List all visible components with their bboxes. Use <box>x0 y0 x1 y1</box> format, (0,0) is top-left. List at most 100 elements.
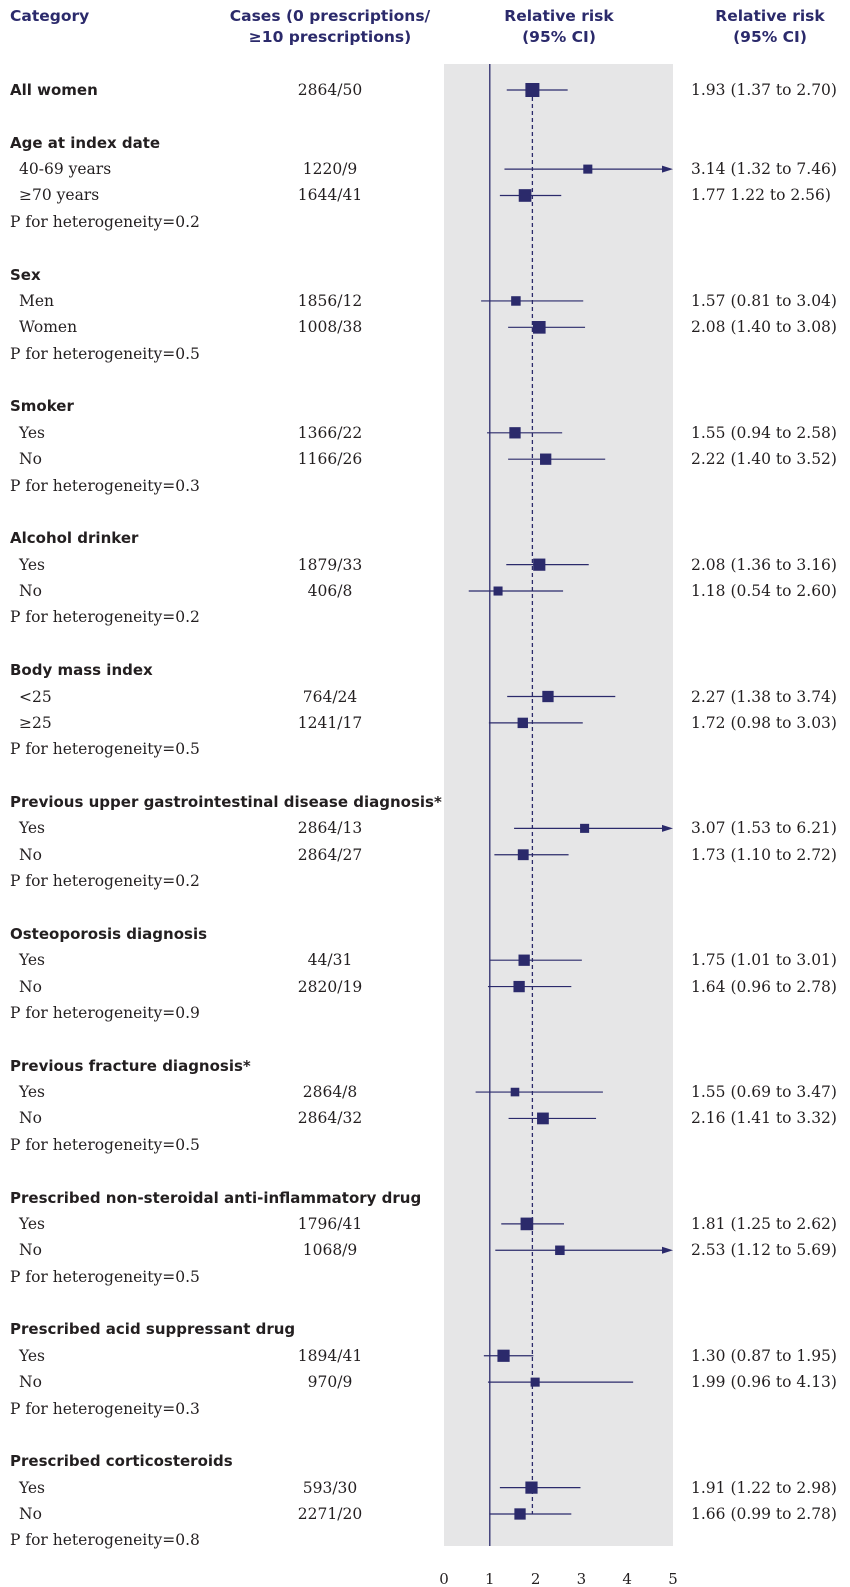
subgroup-label: ≥25 <box>19 713 52 732</box>
category-label: Sex <box>10 265 41 284</box>
heterogeneity-label: P for heterogeneity=0.5 <box>10 740 200 759</box>
heterogeneity-label: P for heterogeneity=0.2 <box>10 872 200 891</box>
point-estimate-marker <box>509 427 521 439</box>
subgroup-label: Yes <box>19 819 46 838</box>
relative-risk-ci-text: 1.18 (0.54 to 2.60) <box>691 582 837 601</box>
point-estimate-marker <box>580 823 590 833</box>
cases-value: 970/9 <box>307 1373 353 1392</box>
relative-risk-ci-text: 2.08 (1.40 to 3.08) <box>691 318 837 337</box>
category-label: Previous upper gastrointestinal disease … <box>10 792 442 811</box>
heterogeneity-label: P for heterogeneity=0.9 <box>10 1003 200 1022</box>
point-estimate-marker <box>518 189 532 202</box>
category-label: All women <box>10 81 98 99</box>
subgroup-label: Women <box>19 318 78 337</box>
relative-risk-ci-text: 1.55 (0.94 to 2.58) <box>691 423 837 442</box>
cases-value: 593/30 <box>302 1478 358 1497</box>
cases-value: 2864/8 <box>302 1083 358 1102</box>
header-ci-line1: Relative risk <box>715 7 825 25</box>
heterogeneity-label: P for heterogeneity=0.2 <box>10 608 200 627</box>
header-relative-risk: Relative risk (95% CI) <box>484 6 634 48</box>
relative-risk-ci-text: 2.22 (1.40 to 3.52) <box>691 450 837 469</box>
subgroup-label: No <box>19 1241 42 1260</box>
heterogeneity-label: P for heterogeneity=0.2 <box>10 212 200 231</box>
header-rr-line1: Relative risk <box>504 7 614 25</box>
cases-value: 1220/9 <box>302 160 358 179</box>
header-category: Category <box>10 6 89 27</box>
category-label: Smoker <box>10 397 74 416</box>
subgroup-label: <25 <box>19 687 52 706</box>
cases-value: 1856/12 <box>297 291 363 310</box>
ci-arrow <box>662 1246 673 1254</box>
relative-risk-ci-text: 2.08 (1.36 to 3.16) <box>691 555 837 574</box>
category-label: Prescribed acid suppressant drug <box>10 1320 296 1339</box>
relative-risk-ci-text: 1.93 (1.37 to 2.70) <box>691 81 837 99</box>
x-tick-label: 5 <box>668 1570 678 1587</box>
subgroup-label: No <box>19 582 42 601</box>
cases-value: 2271/20 <box>297 1504 363 1523</box>
heterogeneity-label: P for heterogeneity=0.5 <box>10 344 200 363</box>
heterogeneity-label: P for heterogeneity=0.3 <box>10 476 200 495</box>
heterogeneity-label: P for heterogeneity=0.5 <box>10 1267 200 1286</box>
subgroup-label: Yes <box>19 423 46 442</box>
point-estimate-marker <box>525 83 540 97</box>
relative-risk-ci-text: 1.91 (1.22 to 2.98) <box>691 1478 837 1497</box>
relative-risk-ci-text: 1.57 (0.81 to 3.04) <box>691 291 837 310</box>
header-ci: Relative risk (95% CI) <box>695 6 845 48</box>
header-cases-line2: ≥10 prescriptions) <box>248 28 412 46</box>
x-tick-label: 4 <box>622 1570 632 1587</box>
relative-risk-ci-text: 1.99 (0.96 to 4.13) <box>691 1373 837 1392</box>
point-estimate-marker <box>514 1508 526 1520</box>
category-label: Prescribed non-steroidal anti-inflammato… <box>10 1188 422 1207</box>
relative-risk-ci-text: 2.27 (1.38 to 3.74) <box>691 687 837 706</box>
category-label: Osteoporosis diagnosis <box>10 924 208 943</box>
relative-risk-ci-text: 1.75 (1.01 to 3.01) <box>691 951 837 970</box>
cases-value: 1879/33 <box>297 555 363 574</box>
cases-value: 1366/22 <box>297 423 363 442</box>
subgroup-label: No <box>19 450 42 469</box>
point-estimate-marker <box>513 980 525 993</box>
point-estimate-marker <box>530 1377 540 1387</box>
cases-value: 2864/13 <box>297 819 363 838</box>
cases-value: 44/31 <box>307 951 353 970</box>
header-category-text: Category <box>10 7 90 25</box>
cases-value: 1796/41 <box>297 1214 363 1233</box>
cases-value: 764/24 <box>302 687 358 706</box>
x-tick-label: 0 <box>439 1570 449 1587</box>
relative-risk-ci-text: 1.55 (0.69 to 3.47) <box>691 1083 837 1102</box>
relative-risk-ci-text: 1.30 (0.87 to 1.95) <box>691 1346 837 1365</box>
subgroup-label: No <box>19 1373 42 1392</box>
point-estimate-marker <box>537 1112 549 1125</box>
point-estimate-marker <box>532 321 546 334</box>
cases-value: 2864/50 <box>297 81 363 99</box>
relative-risk-ci-text: 1.66 (0.99 to 2.78) <box>691 1504 837 1523</box>
relative-risk-ci-text: 2.16 (1.41 to 3.32) <box>691 1109 837 1128</box>
cases-value: 2820/19 <box>297 977 363 996</box>
header-cases-line1: Cases (0 prescriptions/ <box>229 7 431 25</box>
relative-risk-ci-text: 1.81 (1.25 to 2.62) <box>691 1214 837 1233</box>
point-estimate-marker <box>540 453 552 465</box>
header-cases: Cases (0 prescriptions/ ≥10 prescription… <box>226 6 434 48</box>
point-estimate-marker <box>493 586 503 596</box>
cases-value: 1068/9 <box>302 1241 358 1260</box>
heterogeneity-label: P for heterogeneity=0.3 <box>10 1399 200 1418</box>
subgroup-label: No <box>19 845 42 864</box>
subgroup-label: Yes <box>19 1214 46 1233</box>
cases-value: 1241/17 <box>297 713 363 732</box>
relative-risk-ci-text: 1.64 (0.96 to 2.78) <box>691 977 837 996</box>
point-estimate-marker <box>517 849 529 861</box>
header-rr-line2: (95% CI) <box>522 28 596 46</box>
cases-value: 406/8 <box>307 582 353 601</box>
cases-value: 1894/41 <box>297 1346 363 1365</box>
point-estimate-marker <box>511 296 521 306</box>
x-tick-label: 2 <box>531 1570 541 1587</box>
relative-risk-ci-text: 1.73 (1.10 to 2.72) <box>691 845 837 864</box>
relative-risk-ci-text: 3.07 (1.53 to 6.21) <box>691 819 837 838</box>
relative-risk-ci-text: 1.77 1.22 to 2.56) <box>691 186 831 205</box>
point-estimate-marker <box>525 1481 538 1494</box>
ci-arrow <box>662 824 673 832</box>
x-tick-label: 1 <box>485 1570 495 1587</box>
point-estimate-marker <box>555 1245 565 1256</box>
point-estimate-marker <box>542 690 554 703</box>
cases-value: 2864/27 <box>297 845 363 864</box>
